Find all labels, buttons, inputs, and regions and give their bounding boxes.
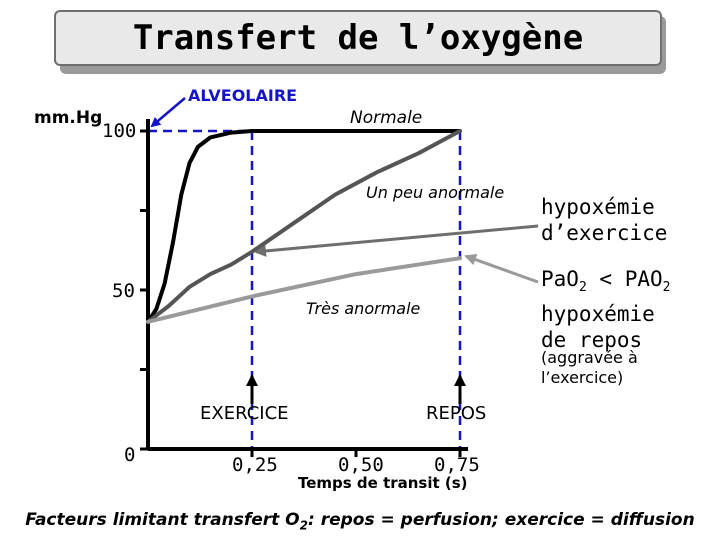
alveolar-arrow: [150, 97, 186, 128]
hypoxemie-repos-text: PaO2 < PAO2 hypoxémie de repos: [541, 266, 670, 353]
x-tick-label-050: 0,50: [338, 454, 384, 476]
series-label-tres-anormale: Très anormale: [306, 299, 421, 318]
y-axis-label: mm.Hg: [34, 108, 103, 128]
hypoxemie-repos-arrow: [464, 253, 539, 284]
pao2-subscript: 2: [578, 280, 587, 296]
exercice-label: EXERCICE: [200, 403, 289, 424]
series-label-un-peu-anormale: Un peu anormale: [366, 183, 505, 202]
series-label-normale: Normale: [350, 108, 423, 128]
footer-prefix: Facteurs limitant transfert O: [25, 510, 300, 530]
hypoxemie-exercice-line2: d’exercice: [541, 221, 668, 245]
pao2-comparison: < PAO: [586, 267, 663, 291]
repos-label: REPOS: [426, 403, 487, 424]
pao2-alv-subscript: 2: [662, 280, 671, 296]
hypoxemie-exercice-text: hypoxémie d’exercice: [541, 194, 667, 246]
annotation-arrows: [150, 97, 539, 404]
footer-suffix: : repos = perfusion; exercice = diffusio…: [308, 510, 695, 530]
x-tick-label-025: 0,25: [232, 454, 278, 476]
footer-subscript: 2: [299, 518, 308, 533]
y-tick-label-0: 0: [124, 444, 136, 466]
series-line-2: [146, 129, 462, 324]
series-line-3: [146, 256, 462, 324]
series-line-1: [146, 129, 462, 324]
guide-lines: [148, 129, 462, 449]
pao2-line: PaO2 < PAO2: [541, 266, 670, 301]
series-group: [146, 129, 462, 324]
hypoxemie-exercice-arrow: [254, 224, 539, 257]
y-tick-label-100: 100: [102, 120, 137, 142]
pao2-part: PaO: [541, 267, 579, 291]
alveolar-label: ALVEOLAIRE: [188, 86, 298, 105]
x-tick-label-075: 0,75: [434, 454, 480, 476]
y-tick-label-50: 50: [112, 280, 135, 302]
hypoxemie-repos-line1: hypoxémie: [541, 302, 655, 327]
aggravee-line2: l’exercice): [541, 368, 624, 387]
footer-caption: Facteurs limitant transfert O2: repos = …: [0, 510, 720, 532]
aggravee-line1: (aggravée à: [541, 348, 638, 367]
x-axis-label: Temps de transit (s): [298, 474, 468, 492]
hypoxemie-exercice-line1: hypoxémie: [541, 195, 655, 219]
title-box: Transfert de l’oxygène: [54, 10, 662, 66]
hypoxemie-repos-line2: de repos: [541, 328, 643, 353]
page-title: Transfert de l’oxygène: [132, 18, 584, 58]
axes: [140, 119, 468, 457]
aggravee-text: (aggravée à l’exercice): [541, 348, 638, 388]
